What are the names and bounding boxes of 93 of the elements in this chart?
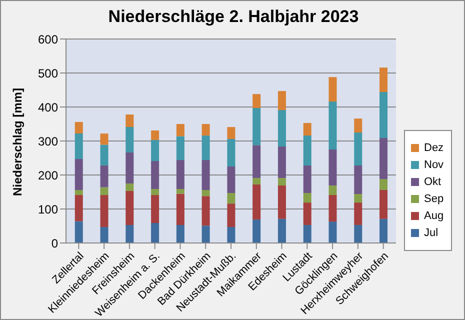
legend-label: Jul	[424, 227, 438, 239]
bar	[328, 222, 337, 243]
bar	[202, 160, 210, 190]
bar	[74, 122, 83, 134]
bar	[328, 77, 337, 102]
bar	[151, 161, 160, 189]
bar	[126, 224, 134, 243]
bar	[227, 227, 236, 243]
bar	[252, 184, 261, 220]
bar	[100, 134, 108, 145]
bar	[202, 226, 210, 243]
bar	[354, 165, 362, 194]
bar	[303, 165, 312, 194]
bar	[227, 193, 236, 204]
y-tick-label: 200	[38, 168, 58, 182]
bar	[252, 94, 261, 108]
bar	[278, 91, 286, 110]
bar	[100, 187, 108, 196]
bar	[176, 224, 184, 243]
bar	[100, 195, 108, 228]
bar	[380, 68, 388, 92]
bar	[74, 195, 83, 222]
bar	[74, 190, 83, 196]
bar	[176, 124, 184, 136]
bar	[380, 92, 388, 138]
bar	[278, 218, 286, 243]
bar	[176, 136, 184, 160]
bar	[303, 136, 312, 166]
bar	[252, 178, 261, 185]
bar	[303, 224, 312, 243]
legend-label: Okt	[424, 176, 442, 188]
bar	[176, 194, 184, 225]
y-tick-label: 500	[38, 66, 58, 80]
bar	[354, 118, 362, 132]
bar	[303, 193, 312, 203]
bar	[252, 145, 261, 178]
bar	[354, 194, 362, 203]
chart-title: Niederschläge 2. Halbjahr 2023	[107, 7, 360, 27]
y-tick-label: 100	[38, 202, 58, 216]
bar	[100, 144, 108, 166]
bar	[354, 224, 362, 243]
bar	[176, 188, 184, 194]
bar	[380, 179, 388, 190]
bar	[202, 124, 210, 136]
bar	[328, 195, 337, 222]
bar	[328, 150, 337, 186]
bar	[328, 102, 337, 150]
bar	[278, 146, 286, 178]
bar	[227, 127, 236, 139]
y-tick-label: 0	[51, 236, 58, 250]
bar	[74, 221, 83, 243]
bar	[380, 138, 388, 180]
bar	[202, 190, 210, 196]
bar	[100, 227, 108, 243]
bar	[380, 190, 388, 219]
y-tick-label: 400	[38, 100, 58, 114]
legend-label: Aug	[424, 210, 444, 222]
bar	[278, 110, 286, 146]
bar	[380, 218, 388, 243]
bar	[303, 122, 312, 136]
bar	[354, 202, 362, 225]
legend-label: Dez	[424, 142, 444, 154]
bar	[151, 130, 160, 140]
legend-label: Nov	[424, 159, 444, 171]
legend-label: Sep	[424, 193, 444, 205]
bar	[278, 178, 286, 186]
bar	[278, 186, 286, 219]
y-tick-label: 600	[38, 32, 58, 46]
bar	[100, 165, 108, 188]
bar	[126, 114, 134, 128]
bar	[227, 138, 236, 166]
bar	[176, 160, 184, 189]
bar	[328, 186, 337, 196]
bar	[202, 196, 210, 226]
bar	[126, 127, 134, 153]
bar	[151, 195, 160, 223]
bar	[126, 152, 134, 184]
bar	[74, 159, 83, 190]
bar	[126, 184, 134, 191]
bar	[303, 202, 312, 225]
bar	[202, 136, 210, 160]
bar	[252, 108, 261, 146]
bar	[227, 166, 236, 194]
y-axis-title: Niederschlag [mm]	[10, 88, 24, 196]
bar	[151, 222, 160, 243]
bar	[252, 220, 261, 243]
bar	[126, 190, 134, 225]
bar	[227, 204, 236, 228]
y-tick-label: 300	[38, 134, 58, 148]
bar	[354, 132, 362, 166]
bar	[151, 140, 160, 162]
bar	[151, 188, 160, 196]
bar	[74, 134, 83, 160]
